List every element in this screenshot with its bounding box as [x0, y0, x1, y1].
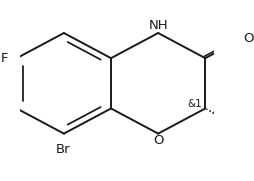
Text: O: O	[242, 31, 253, 45]
Text: O: O	[152, 134, 163, 147]
Text: &1: &1	[186, 99, 201, 109]
Text: Br: Br	[55, 143, 70, 156]
Text: F: F	[1, 52, 8, 65]
Text: NH: NH	[148, 19, 167, 32]
